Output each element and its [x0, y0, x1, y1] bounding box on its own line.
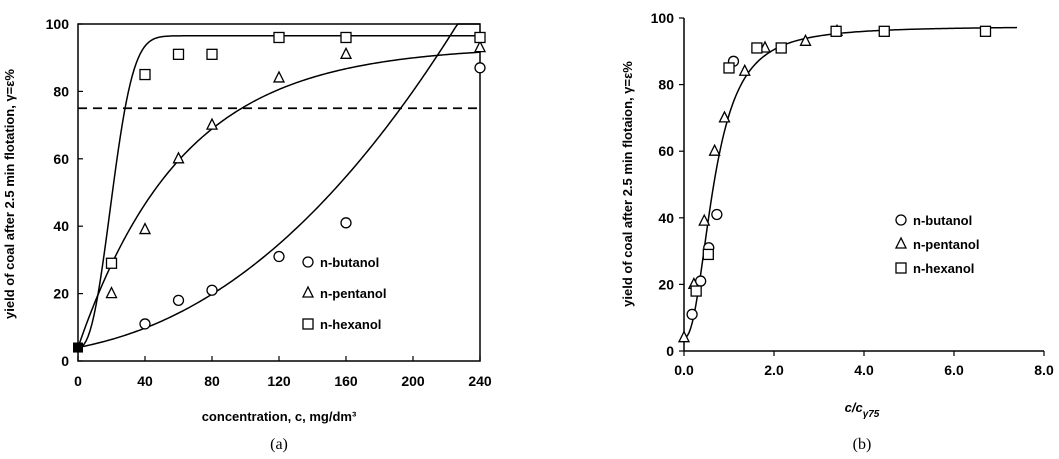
point-n-pentanol-b: [698, 213, 711, 226]
legend-label-n-butanol-a: n-butanol: [320, 255, 379, 270]
x-axis-label-b: c/cγ75: [845, 400, 880, 420]
point-n-pentanol-a: [105, 286, 118, 299]
fit-curve-n-pentanol-a: [77, 51, 481, 348]
x-tick-label-a: 120: [267, 373, 291, 389]
point-n-hexanol-b: [979, 25, 992, 37]
point-n-hexanol-a: [105, 257, 118, 269]
point-n-butanol-a: [340, 217, 352, 229]
point-n-hexanol-b: [702, 248, 714, 261]
x-tick-label-a: 40: [137, 373, 153, 389]
point-n-pentanol-a: [205, 117, 219, 130]
point-n-pentanol-b: [677, 330, 691, 343]
y-tick-label-b: 20: [658, 276, 674, 292]
point-n-butanol-b: [686, 308, 698, 321]
point-n-pentanol-b: [708, 143, 721, 156]
x-axis-label-a: concentration, c, mg/dm³: [202, 409, 357, 424]
caption-a: (a): [270, 436, 288, 453]
point-n-butanol-a: [273, 250, 285, 263]
point-n-hexanol-b: [723, 62, 735, 74]
point-n-butanol-b: [711, 208, 723, 221]
x-tick-label-b: 2.0: [764, 362, 784, 378]
point-n-hexanol-a: [340, 31, 352, 44]
point-n-hexanol-b: [878, 25, 890, 37]
legend-marker-n-pentanol-b: [894, 236, 908, 249]
legend-marker-n-pentanol-a: [301, 285, 315, 298]
point-n-hexanol-b: [830, 25, 842, 37]
x-tick-label-a: 200: [401, 373, 425, 389]
point-n-hexanol-a: [273, 31, 285, 44]
y-tick-label-a: 80: [53, 83, 69, 99]
y-tick-label-b: 100: [651, 10, 675, 26]
y-tick-label-a: 40: [53, 218, 69, 234]
fit-curve-master-b: [683, 26, 1018, 339]
point-n-hexanol-b: [775, 42, 787, 54]
legend-label-n-pentanol-a: n-pentanol: [320, 286, 386, 301]
point-n-butanol-a: [206, 284, 218, 296]
point-n-hexanol-a: [139, 68, 151, 81]
legend-label-n-hexanol-b: n-hexanol: [913, 261, 974, 276]
point-n-pentanol-a: [138, 222, 152, 235]
x-tick-label-a: 160: [334, 373, 358, 389]
legend-marker-n-hexanol-b: [895, 262, 907, 274]
x-tick-label-a: 240: [468, 373, 492, 389]
x-tick-label-b: 0.0: [674, 362, 694, 378]
legend-label-n-hexanol-a: n-hexanol: [320, 317, 381, 332]
x-tick-label-a: 80: [204, 373, 220, 389]
y-tick-label-b: 0: [666, 343, 674, 359]
y-tick-label-b: 60: [658, 143, 674, 159]
y-axis-label-a: yield of coal after 2.5 min flotation, γ…: [2, 69, 17, 319]
x-axis-label-b-main: c/c: [845, 400, 864, 415]
point-n-pentanol-a: [172, 151, 185, 164]
legend-marker-n-hexanol-a: [302, 318, 314, 330]
point-n-butanol-a: [172, 294, 185, 306]
point-n-pentanol-a: [473, 40, 487, 53]
x-tick-label-b: 8.0: [1034, 362, 1054, 378]
y-tick-label-b: 80: [658, 77, 674, 93]
legend-marker-n-butanol-a: [302, 256, 314, 268]
y-tick-label-a: 20: [53, 286, 69, 302]
x-tick-label-a: 0: [74, 373, 82, 389]
y-tick-label-a: 100: [46, 16, 70, 32]
x-tick-label-b: 4.0: [854, 362, 874, 378]
panel-a: 0 20 40 60 80 100 0 40 80 120 160 200 240 n-butanol…: [2, 16, 492, 453]
legend-label-n-pentanol-b: n-pentanol: [913, 237, 979, 252]
y-tick-label-b: 40: [658, 210, 674, 226]
point-n-hexanol-a: [73, 342, 83, 353]
point-n-hexanol-a: [172, 48, 185, 60]
point-n-butanol-a: [474, 62, 486, 74]
point-n-hexanol-b: [751, 42, 763, 54]
point-n-hexanol-a: [474, 31, 486, 44]
point-n-butanol-a: [139, 318, 151, 330]
legend-label-n-butanol-b: n-butanol: [913, 213, 972, 228]
legend-marker-n-butanol-b: [895, 214, 907, 226]
point-n-hexanol-a: [206, 48, 218, 60]
point-n-hexanol-b: [690, 285, 702, 297]
point-n-pentanol-a: [272, 70, 286, 83]
x-axis-label-b-sub: γ75: [863, 409, 880, 420]
caption-b: (b): [853, 436, 872, 453]
panel-b: 0 20 40 60 80 100 0.0 2.0 4.0 6.0 8.0 n-butanol n-…: [620, 10, 1054, 453]
y-axis-label-b: yield of coal after 2.5 min flotaion, γ=…: [620, 61, 635, 307]
point-n-pentanol-b: [718, 110, 731, 123]
y-tick-label-a: 0: [61, 353, 69, 369]
y-tick-label-a: 60: [53, 151, 69, 167]
point-n-pentanol-a: [339, 46, 353, 59]
point-n-pentanol-b: [799, 33, 812, 46]
x-tick-label-b: 6.0: [944, 362, 964, 378]
point-n-pentanol-b: [738, 63, 751, 76]
